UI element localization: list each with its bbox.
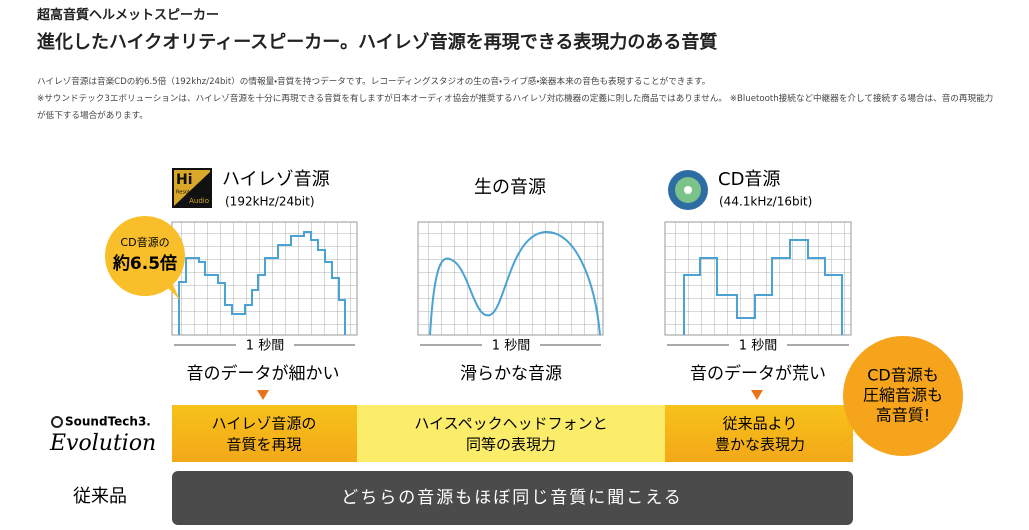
caption: 音のデータが荒い — [690, 363, 826, 384]
callout-text: 高音質! — [876, 406, 930, 425]
time-label: 1 秒間 — [246, 339, 284, 354]
panel-title: CD音源 — [718, 169, 780, 190]
kicker: 超高音質ヘルメットスピーカー — [37, 8, 220, 23]
pointer — [257, 390, 269, 400]
brand-icon — [51, 416, 63, 428]
badge-text: 約6.5倍 — [112, 253, 177, 274]
waveform — [429, 230, 601, 336]
panel-title: ハイレゾ音源 — [222, 169, 330, 190]
waveform — [683, 239, 843, 335]
pointer — [751, 390, 763, 400]
notes: ハイレゾ音源は音楽CDの約6.5倍（192khz/24bit）の情報量・音質を持… — [37, 74, 997, 125]
grid — [417, 221, 604, 336]
callout-text: 圧縮音源も — [863, 386, 943, 405]
hires-logo — [174, 172, 210, 206]
evolution-text: 従来品より — [723, 415, 798, 433]
evolution-text: 同等の表現力 — [466, 436, 556, 454]
callout-text: CD音源も — [867, 366, 939, 385]
legacy-text: どちらの音源もほぼ同じ音質に聞こえる — [341, 488, 683, 508]
callout — [830, 432, 858, 452]
waveform — [178, 231, 346, 335]
brand-name: SoundTech3. — [65, 415, 151, 429]
evolution-cell — [172, 405, 357, 462]
time-label: 1 秒間 — [739, 339, 777, 354]
caption: 滑らかな音源 — [460, 364, 562, 384]
hires-logo-text: Resolution — [176, 190, 202, 196]
note: ハイレゾ音源は音楽CDの約6.5倍（192khz/24bit）の情報量・音質を持… — [37, 77, 711, 87]
badge — [105, 216, 185, 296]
evolution-cell — [665, 405, 853, 462]
title: 進化したハイクオリティースピーカー。ハイレゾ音源を再現できる表現力のある音質 — [37, 32, 718, 53]
caption: 音のデータが細かい — [187, 363, 340, 384]
brand-edition: Evolution — [49, 431, 156, 456]
cd-icon — [684, 186, 692, 194]
panel-title: 生の音源 — [474, 177, 546, 198]
grid — [171, 221, 358, 336]
note: ※サウンドテック3エボリューションは、ハイレゾ音源を十分に再現できる音質を有しま… — [37, 94, 994, 121]
evolution-text: 音質を再現 — [226, 436, 301, 454]
hires-logo-text: Hi — [176, 172, 193, 188]
evolution-text: ハイスペックヘッドフォンと — [414, 415, 607, 433]
evolution-text: ハイレゾ音源の — [212, 415, 317, 433]
hires-logo-text: Audio — [189, 197, 209, 205]
badge — [165, 278, 180, 300]
panel-subtitle: (192kHz/24bit) — [225, 195, 315, 209]
evolution-text: 豊かな表現力 — [715, 436, 805, 454]
panel-subtitle: (44.1kHz/16bit) — [719, 195, 812, 209]
callout — [843, 336, 963, 456]
grid — [664, 221, 852, 336]
legacy-bar — [172, 471, 853, 525]
time-label: 1 秒間 — [492, 339, 530, 354]
badge-text: CD音源の — [120, 235, 169, 249]
legacy-label: 従来品 — [73, 486, 127, 507]
